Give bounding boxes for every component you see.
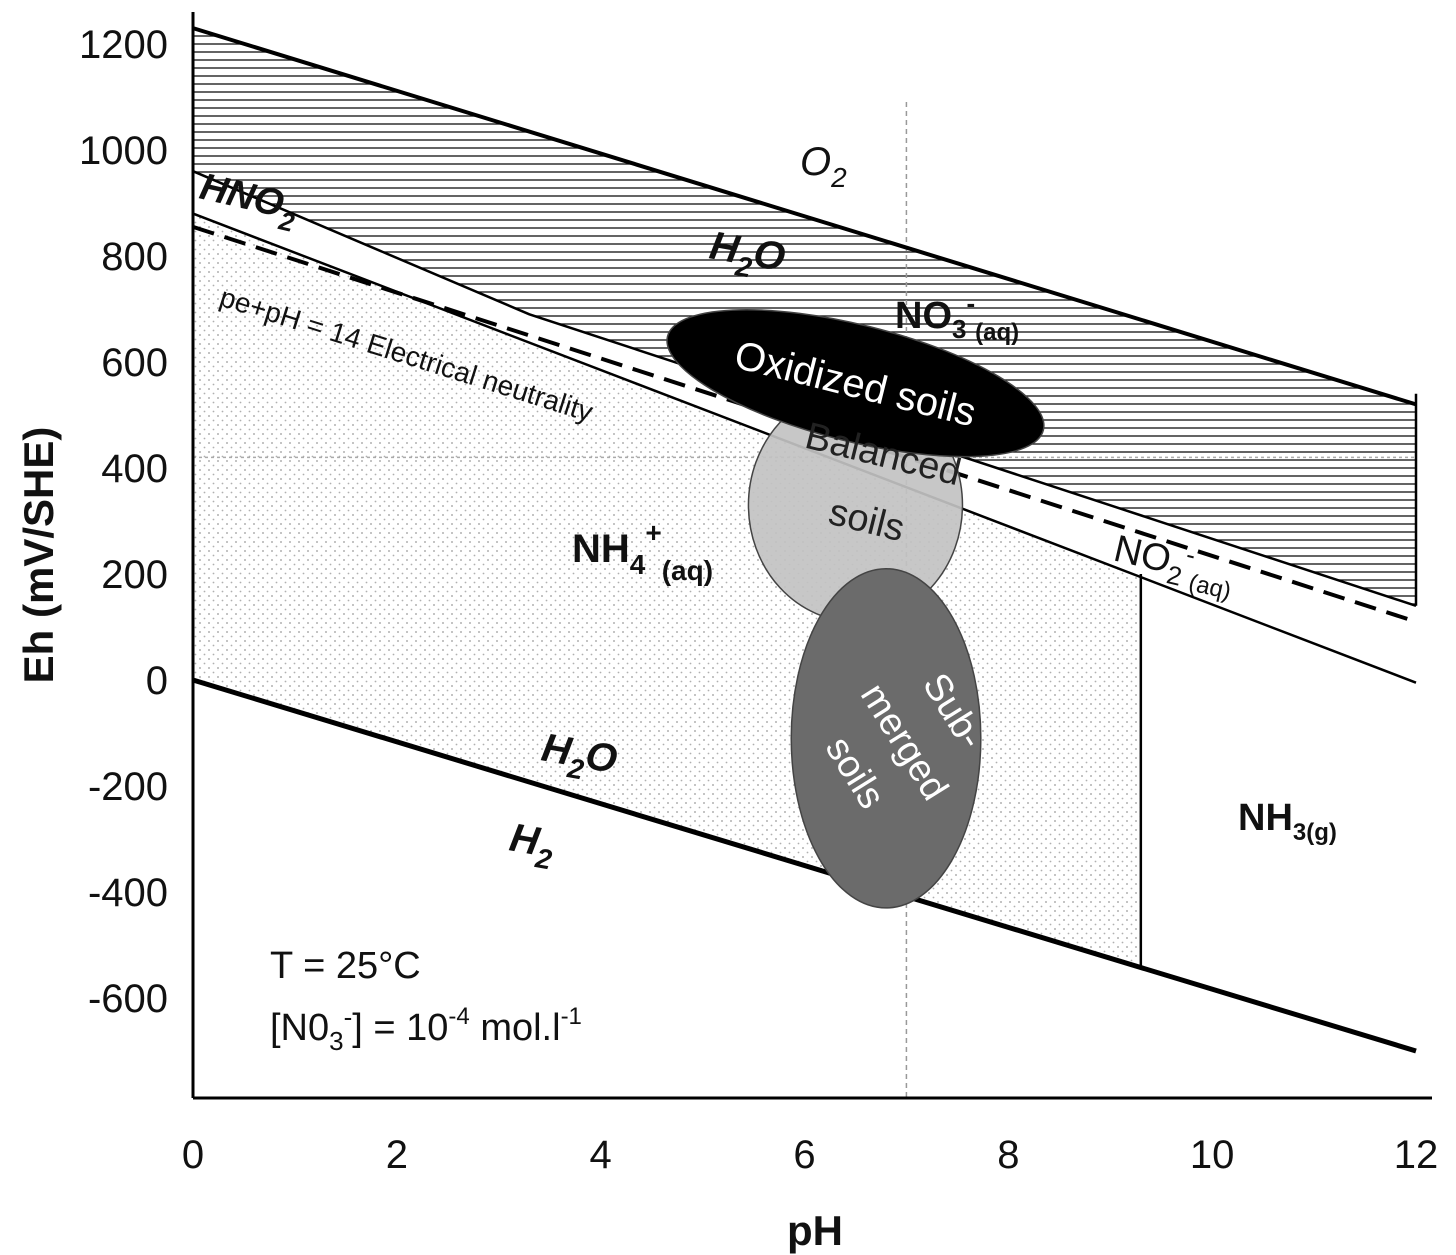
label-temperature: T = 25°C xyxy=(270,945,421,987)
x-tick-label: 2 xyxy=(386,1133,408,1177)
x-axis-title: pH xyxy=(787,1207,843,1254)
y-tick-label: 200 xyxy=(101,553,168,597)
ellipse-oxidized xyxy=(666,309,1045,458)
ellipse-submerged xyxy=(790,567,982,909)
y-tick-label: 1200 xyxy=(79,23,168,67)
x-tick-label: 12 xyxy=(1394,1133,1439,1177)
y-tick-label: 400 xyxy=(101,447,168,491)
label-h2o-lower: H2O xyxy=(537,726,621,791)
ellipse-submerged-soils xyxy=(790,567,982,909)
y-tick-label: 1000 xyxy=(79,129,168,173)
y-tick-label: -200 xyxy=(88,765,168,809)
label-no3: NO3-(aq) xyxy=(895,288,1019,346)
y-tick-label: -600 xyxy=(88,977,168,1021)
x-tick-label: 0 xyxy=(182,1133,204,1177)
x-tick-label: 10 xyxy=(1190,1133,1235,1177)
soil-ellipses: Oxidized soilsBalancedsoilsSub-mergedsoi… xyxy=(666,309,1045,909)
label-o2: O2 xyxy=(800,140,847,193)
y-tick-label: 0 xyxy=(146,659,168,703)
tick-labels: 0 2 4 6 8 10 12 1200 1000 800 600 400 200 0 -200 -400 -6… xyxy=(79,23,1438,1177)
h2o-h2-boundary xyxy=(192,677,1417,1054)
y-tick-label: 600 xyxy=(101,341,168,385)
o2-h2o-boundary xyxy=(192,26,1417,407)
x-tick-label: 6 xyxy=(793,1133,815,1177)
nitrate-nitrite-boundary xyxy=(192,170,1417,607)
axes xyxy=(191,12,1432,1100)
label-nh3: NH3(g) xyxy=(1238,797,1337,846)
x-tick-label: 8 xyxy=(997,1133,1019,1177)
y-tick-label: 800 xyxy=(101,235,168,279)
label-h2o-upper: H2O xyxy=(705,224,789,289)
ellipse-oxidized-soils xyxy=(666,309,1045,458)
label-nitrate-concentration: [N03-] = 10-4 mol.l-1 xyxy=(270,1002,582,1056)
label-nh4: NH4+(aq) xyxy=(572,517,713,586)
x-tick-label: 4 xyxy=(590,1133,612,1177)
y-tick-label: -400 xyxy=(88,871,168,915)
y-axis-title: Eh (mV/SHE) xyxy=(15,427,62,684)
label-h2: H2 xyxy=(505,816,558,876)
